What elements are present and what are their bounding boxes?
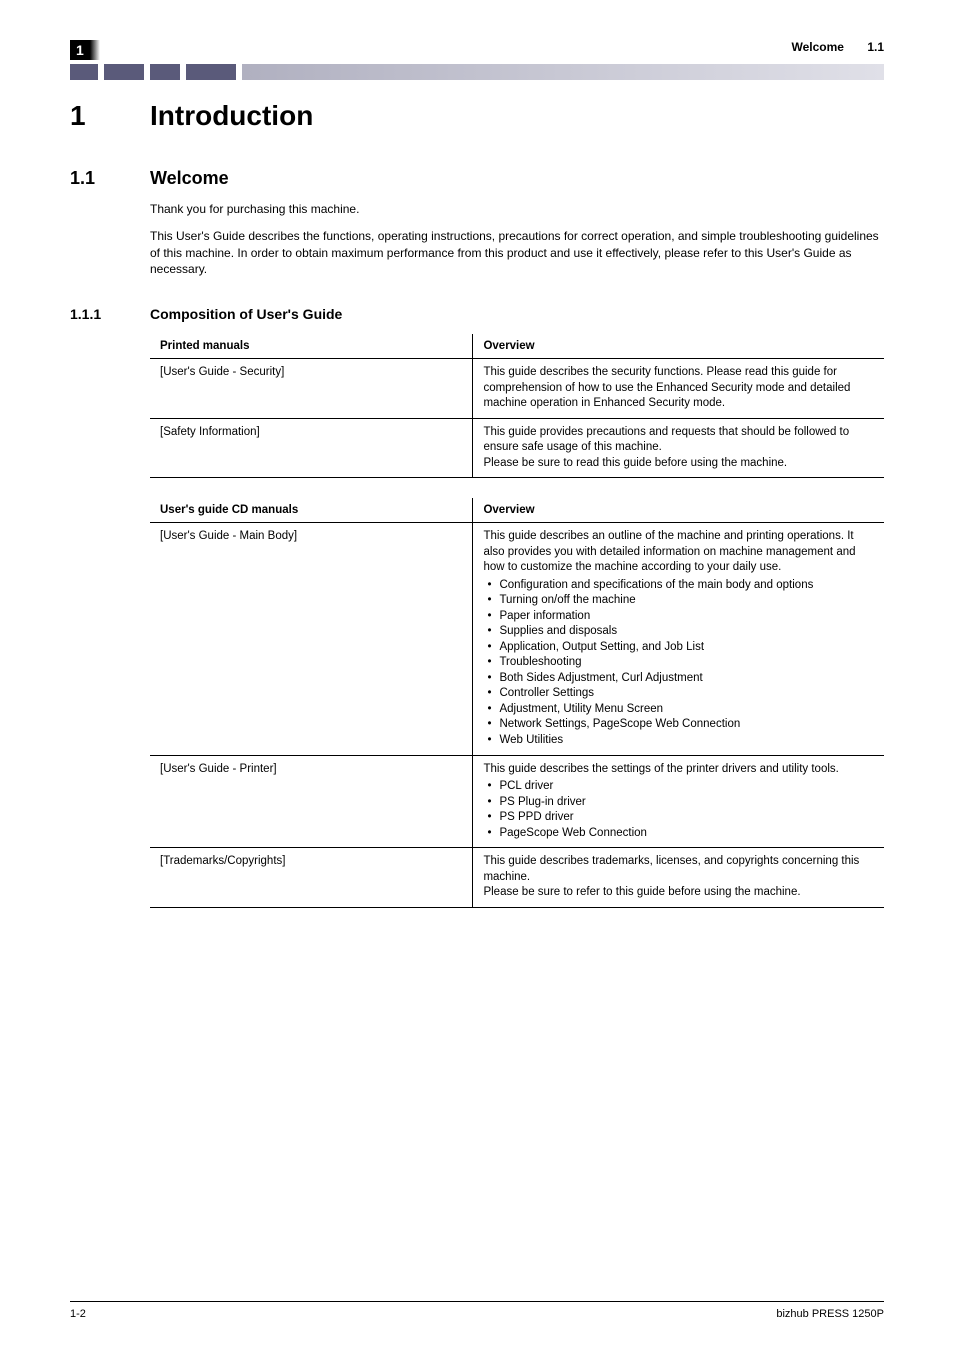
overview-bullet-item: Network Settings, PageScope Web Connecti… (483, 717, 874, 733)
overview-bullet-item: Web Utilities (483, 733, 874, 749)
table-cell-manual-name: [Trademarks/Copyrights] (150, 848, 473, 908)
table-cell-manual-name: [User's Guide - Printer] (150, 755, 473, 848)
chapter-marker-badge: 1 (70, 40, 94, 60)
header-title: Welcome (792, 40, 844, 54)
table-cell-overview: This guide provides precautions and requ… (473, 418, 884, 478)
footer-page-number: 1-2 (70, 1308, 86, 1320)
table-header-cell: Overview (473, 498, 884, 523)
decorative-divider (70, 64, 884, 80)
table-row: [Trademarks/Copyrights]This guide descri… (150, 848, 884, 908)
overview-bullet-item: Application, Output Setting, and Job Lis… (483, 640, 874, 656)
body-paragraph: Thank you for purchasing this machine. (150, 201, 884, 218)
chapter-title: Introduction (150, 100, 313, 132)
header-right: Welcome 1.1 (792, 40, 885, 54)
overview-bullet-item: Troubleshooting (483, 655, 874, 671)
table-header-row: Printed manuals Overview (150, 334, 884, 359)
overview-bullet-list: Configuration and specifications of the … (483, 578, 874, 749)
table-cell-manual-name: [User's Guide - Main Body] (150, 523, 473, 755)
printed-manuals-table: Printed manuals Overview [User's Guide -… (150, 334, 884, 478)
table-cell-manual-name: [Safety Information] (150, 418, 473, 478)
overview-bullet-item: PS PPD driver (483, 810, 874, 826)
subsection-heading: 1.1.1 Composition of User's Guide (70, 306, 884, 322)
overview-bullet-item: Configuration and specifications of the … (483, 578, 874, 594)
table-header-row: User's guide CD manuals Overview (150, 498, 884, 523)
section-number: 1.1 (70, 168, 150, 189)
footer-product-name: bizhub PRESS 1250P (776, 1308, 884, 1320)
overview-bullet-item: Controller Settings (483, 686, 874, 702)
header-section-number: 1.1 (867, 40, 884, 54)
overview-bullet-item: Adjustment, Utility Menu Screen (483, 702, 874, 718)
table-row: [User's Guide - Printer]This guide descr… (150, 755, 884, 848)
overview-bullet-item: Supplies and disposals (483, 624, 874, 640)
table-cell-overview: This guide describes an outline of the m… (473, 523, 884, 755)
table-row: [User's Guide - Security]This guide desc… (150, 359, 884, 419)
table-header-cell: Printed manuals (150, 334, 473, 359)
subsection-number: 1.1.1 (70, 306, 150, 322)
section-heading: 1.1 Welcome (70, 168, 884, 189)
overview-bullet-item: PCL driver (483, 779, 874, 795)
overview-bullet-item: Both Sides Adjustment, Curl Adjustment (483, 671, 874, 687)
table-row: [User's Guide - Main Body]This guide des… (150, 523, 884, 755)
overview-bullet-item: Paper information (483, 609, 874, 625)
table-cell-overview: This guide describes trademarks, license… (473, 848, 884, 908)
overview-bullet-list: PCL driverPS Plug-in driverPS PPD driver… (483, 779, 874, 841)
body-paragraph: This User's Guide describes the function… (150, 228, 884, 278)
page-footer: 1-2 bizhub PRESS 1250P (70, 1301, 884, 1320)
overview-bullet-item: PageScope Web Connection (483, 826, 874, 842)
subsection-title: Composition of User's Guide (150, 306, 342, 322)
table-cell-overview: This guide describes the security functi… (473, 359, 884, 419)
table-cell-manual-name: [User's Guide - Security] (150, 359, 473, 419)
section-title: Welcome (150, 168, 229, 189)
table-cell-overview: This guide describes the settings of the… (473, 755, 884, 848)
page-container: 1 Welcome 1.1 1 Introduction 1.1 Welcome… (0, 0, 954, 1350)
overview-bullet-item: PS Plug-in driver (483, 795, 874, 811)
overview-bullet-item: Turning on/off the machine (483, 593, 874, 609)
table-header-cell: User's guide CD manuals (150, 498, 473, 523)
cd-manuals-table: User's guide CD manuals Overview [User's… (150, 498, 884, 907)
chapter-heading: 1 Introduction (70, 100, 884, 132)
table-row: [Safety Information]This guide provides … (150, 418, 884, 478)
page-header: 1 Welcome 1.1 (70, 40, 884, 60)
chapter-number: 1 (70, 100, 150, 132)
table-header-cell: Overview (473, 334, 884, 359)
